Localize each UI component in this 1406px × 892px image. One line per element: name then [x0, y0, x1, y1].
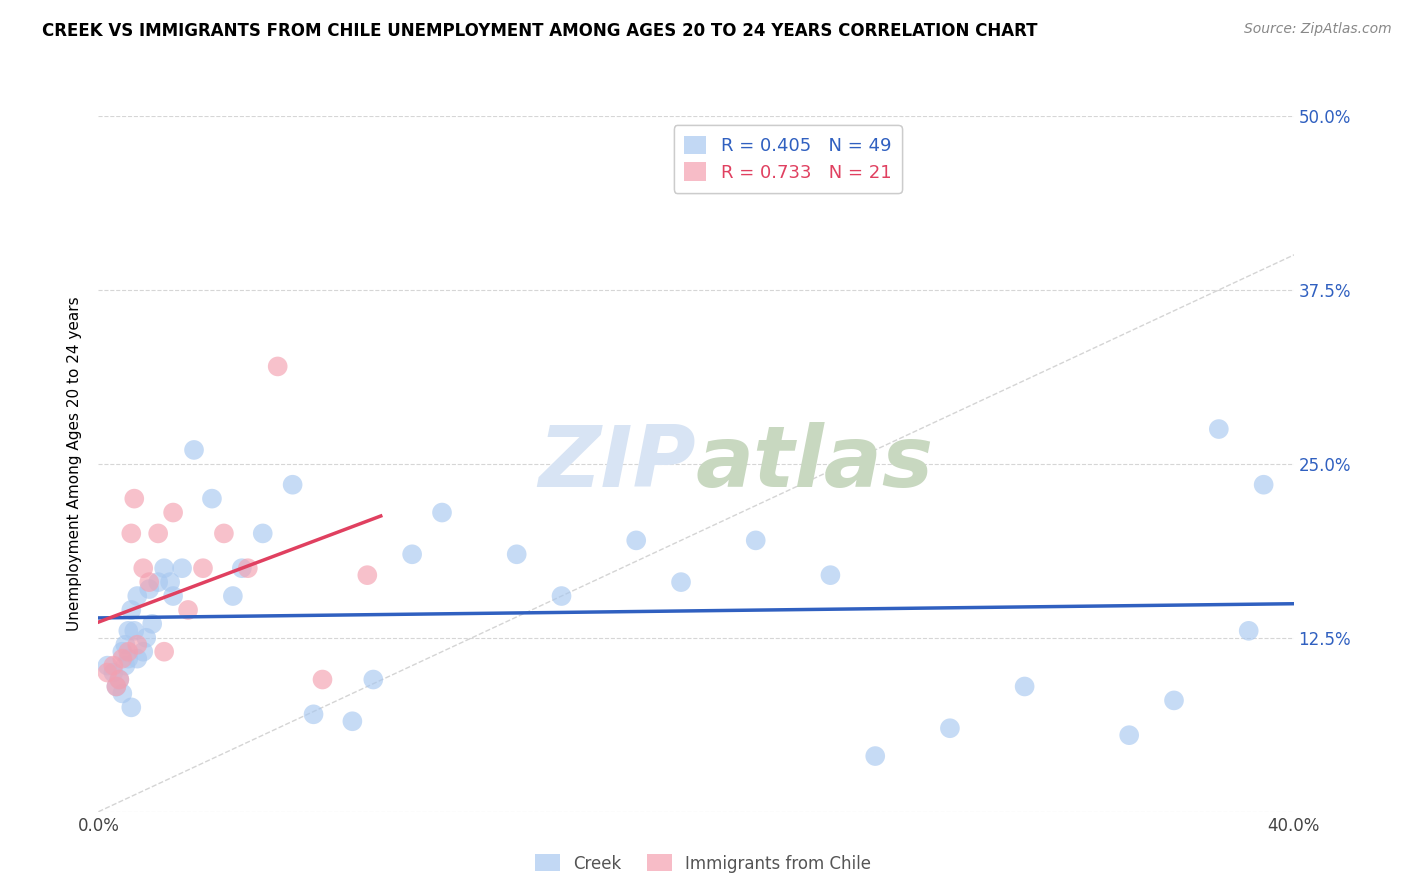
Legend: R = 0.405   N = 49, R = 0.733   N = 21: R = 0.405 N = 49, R = 0.733 N = 21	[673, 125, 903, 193]
Point	[117, 645, 139, 659]
Point	[939, 721, 962, 735]
Point	[236, 561, 259, 575]
Point	[820, 568, 842, 582]
Point	[114, 638, 136, 652]
Text: Source: ZipAtlas.com: Source: ZipAtlas.com	[1244, 22, 1392, 37]
Point	[302, 707, 325, 722]
Point	[120, 603, 142, 617]
Point	[138, 582, 160, 596]
Point	[111, 651, 134, 665]
Point	[626, 533, 648, 548]
Point	[222, 589, 245, 603]
Point	[430, 506, 453, 520]
Point	[159, 575, 181, 590]
Point	[201, 491, 224, 506]
Point	[1253, 477, 1275, 491]
Point	[267, 359, 290, 374]
Point	[162, 589, 184, 603]
Point	[114, 658, 136, 673]
Point	[141, 616, 163, 631]
Text: ZIP: ZIP	[538, 422, 696, 506]
Point	[153, 645, 176, 659]
Point	[96, 658, 118, 673]
Point	[148, 575, 170, 590]
Point	[111, 645, 134, 659]
Point	[127, 651, 149, 665]
Text: CREEK VS IMMIGRANTS FROM CHILE UNEMPLOYMENT AMONG AGES 20 TO 24 YEARS CORRELATIO: CREEK VS IMMIGRANTS FROM CHILE UNEMPLOYM…	[42, 22, 1038, 40]
Point	[172, 561, 194, 575]
Point	[1237, 624, 1260, 638]
Point	[1163, 693, 1185, 707]
Point	[108, 673, 131, 687]
Point	[111, 686, 134, 700]
Point	[124, 491, 146, 506]
Point	[212, 526, 235, 541]
Point	[120, 526, 142, 541]
Point	[311, 673, 333, 687]
Point	[401, 547, 423, 561]
Point	[138, 575, 160, 590]
Point	[231, 561, 253, 575]
Point	[127, 589, 149, 603]
Point	[177, 603, 200, 617]
Point	[745, 533, 768, 548]
Point	[191, 561, 214, 575]
Point	[117, 624, 139, 638]
Point	[105, 680, 128, 694]
Point	[252, 526, 274, 541]
Text: atlas: atlas	[696, 422, 934, 506]
Point	[105, 680, 128, 694]
Point	[281, 477, 304, 491]
Point	[1208, 422, 1230, 436]
Point	[148, 526, 170, 541]
Point	[132, 561, 155, 575]
Point	[342, 714, 364, 729]
Point	[550, 589, 572, 603]
Point	[162, 506, 184, 520]
Point	[120, 700, 142, 714]
Point	[669, 575, 692, 590]
Point	[363, 673, 385, 687]
Point	[103, 658, 125, 673]
Point	[183, 442, 205, 457]
Point	[135, 631, 157, 645]
Point	[153, 561, 176, 575]
Point	[1014, 680, 1036, 694]
Point	[506, 547, 529, 561]
Point	[356, 568, 378, 582]
Legend: Creek, Immigrants from Chile: Creek, Immigrants from Chile	[529, 847, 877, 880]
Point	[127, 638, 149, 652]
Point	[117, 651, 139, 665]
Point	[1118, 728, 1140, 742]
Y-axis label: Unemployment Among Ages 20 to 24 years: Unemployment Among Ages 20 to 24 years	[67, 296, 83, 632]
Point	[96, 665, 118, 680]
Point	[132, 645, 155, 659]
Point	[865, 749, 887, 764]
Point	[103, 665, 125, 680]
Point	[108, 673, 131, 687]
Point	[124, 624, 146, 638]
